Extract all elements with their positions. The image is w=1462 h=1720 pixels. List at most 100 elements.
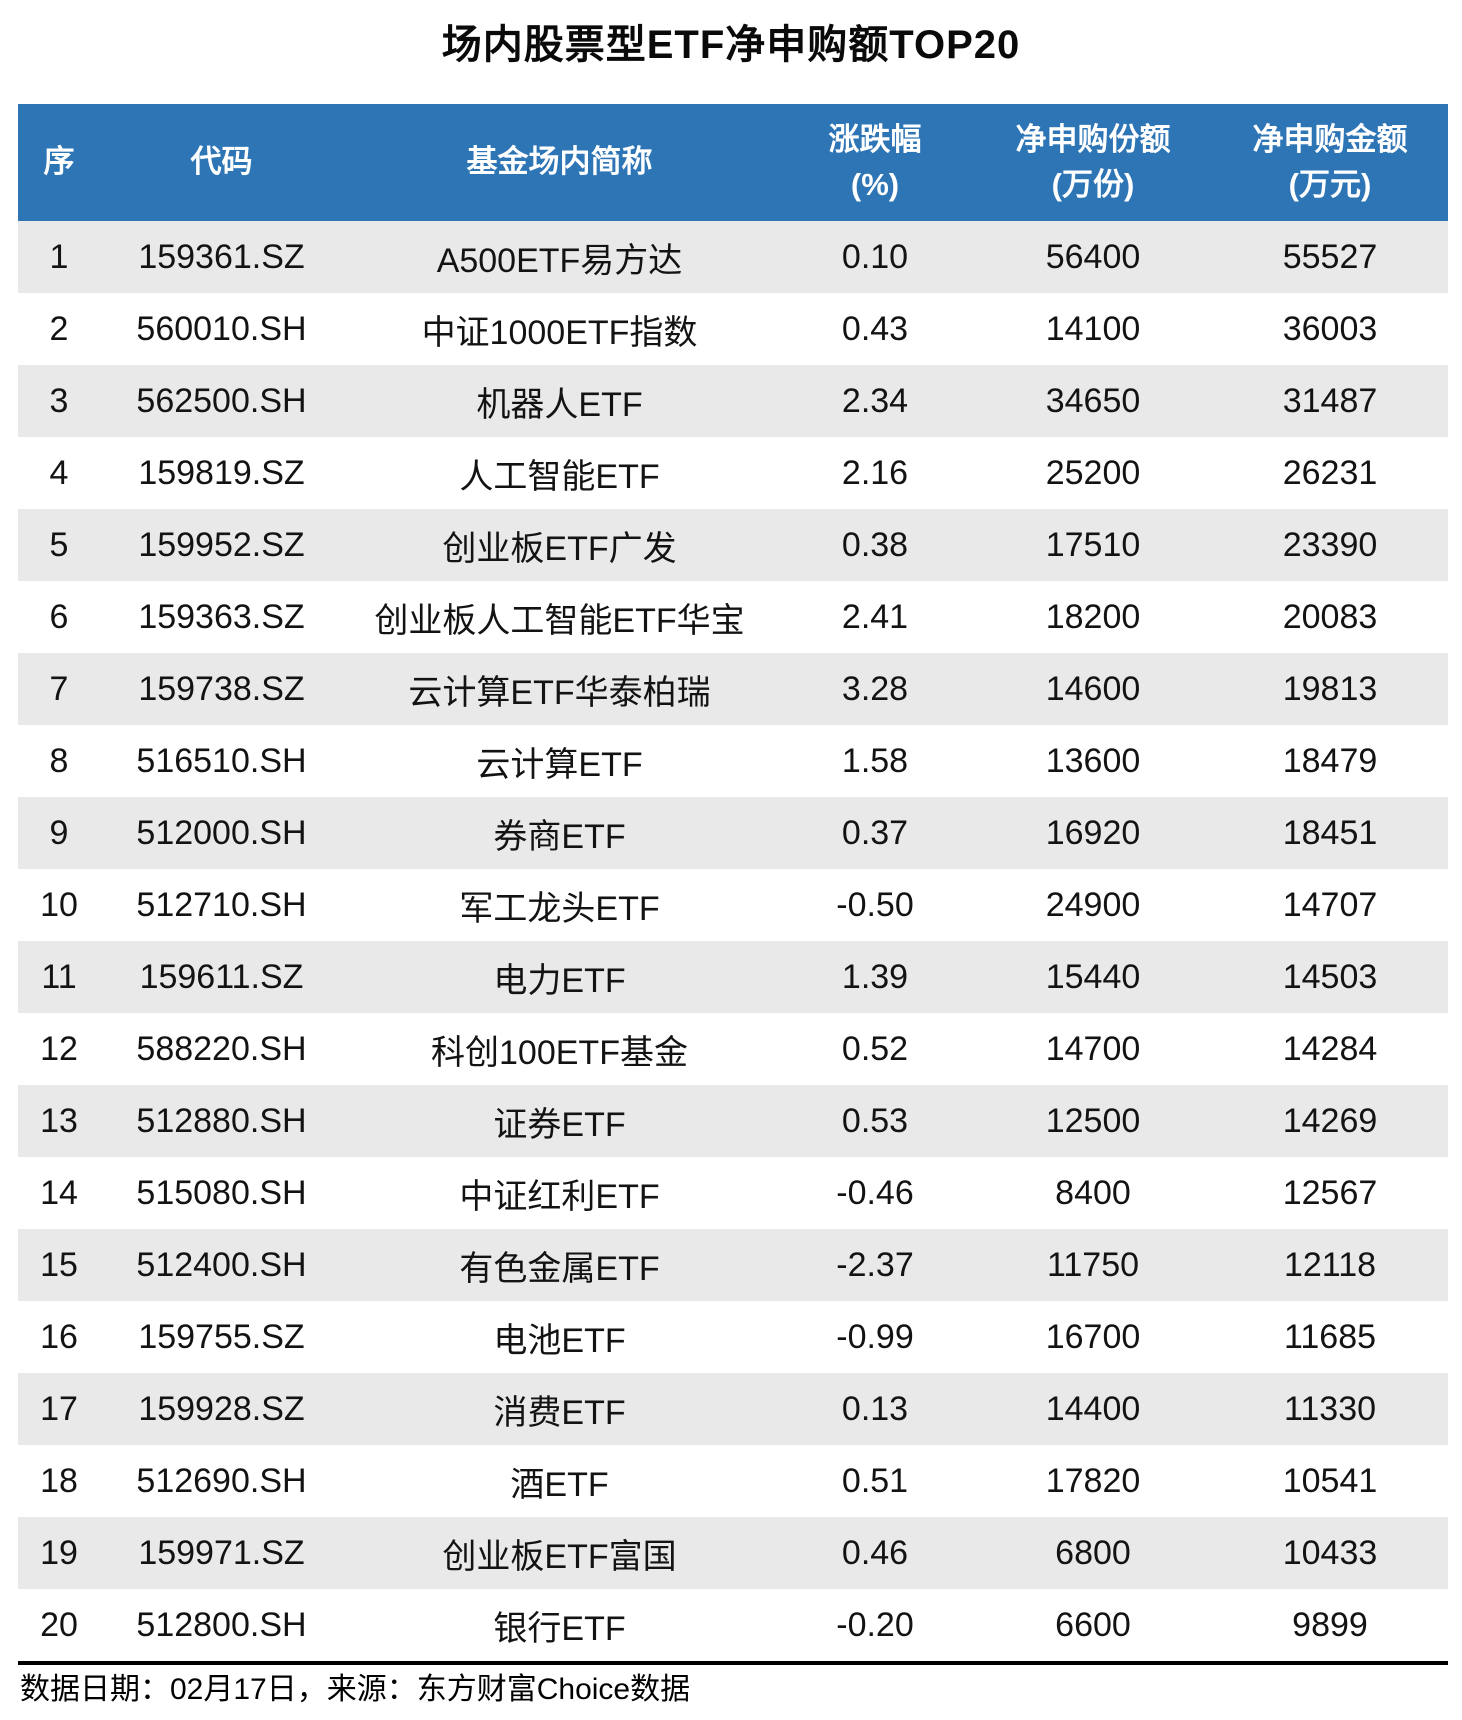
cell-net-subscription-amount: 12118 [1283,1245,1377,1284]
cell-net-subscription-shares: 25200 [1045,453,1141,492]
cell-code: 512000.SH [136,813,307,852]
cell-rank: 6 [49,597,69,636]
cell-net-subscription-amount: 9899 [1292,1605,1368,1644]
cell-rank: 17 [40,1389,78,1428]
column-header-label: 代码 [190,144,253,180]
cell-rank: 15 [40,1245,78,1284]
cell-fund-name: 中证1000ETF指数 [421,313,698,352]
cell-net-subscription-amount: 26231 [1282,453,1378,492]
cell-change-pct: -0.99 [836,1317,914,1356]
cell-fund-name: 酒ETF [510,1465,609,1504]
cell-net-subscription-shares: 13600 [1045,741,1141,780]
cell-net-subscription-amount: 14269 [1282,1101,1378,1140]
cell-code: 159363.SZ [138,597,305,636]
cell-fund-name: 中证红利ETF [459,1177,660,1216]
cell-net-subscription-amount: 12567 [1282,1173,1378,1212]
table-row: 15 512400.SH 有色金属ETF -2.37 11750 12118 [18,1229,1448,1301]
cell-code: 560010.SH [136,309,307,348]
table-row: 18 512690.SH 酒ETF 0.51 17820 10541 [18,1445,1448,1517]
cell-change-pct: 1.39 [841,957,909,996]
cell-code: 159611.SZ [139,957,304,996]
cell-net-subscription-shares: 6800 [1055,1533,1131,1572]
table-row: 13 512880.SH 证券ETF 0.53 12500 14269 [18,1085,1448,1157]
cell-net-subscription-amount: 23390 [1282,525,1378,564]
cell-change-pct: 0.38 [841,525,909,564]
column-header-unit: (万份) [1051,166,1135,202]
table-row: 9 512000.SH 券商ETF 0.37 16920 18451 [18,797,1448,869]
column-header-label: 净申购份额 [1015,121,1171,157]
table-row: 1 159361.SZ A500ETF易方达 0.10 56400 55527 [18,221,1448,293]
cell-net-subscription-shares: 17510 [1045,525,1141,564]
cell-rank: 8 [49,741,69,780]
cell-rank: 10 [40,885,78,924]
cell-rank: 13 [40,1101,78,1140]
cell-rank: 3 [49,381,69,420]
cell-fund-name: 机器人ETF [476,385,643,424]
cell-code: 512800.SH [136,1605,307,1644]
table-row: 3 562500.SH 机器人ETF 2.34 34650 31487 [18,365,1448,437]
cell-net-subscription-amount: 19813 [1282,669,1378,708]
cell-change-pct: 2.41 [841,597,909,636]
cell-net-subscription-amount: 10541 [1282,1461,1378,1500]
cell-change-pct: 0.10 [841,237,909,276]
cell-rank: 7 [49,669,69,708]
footer-divider [18,1661,1448,1665]
etf-table-body: 1 159361.SZ A500ETF易方达 0.10 56400 55527 2 56001… [18,221,1448,1661]
cell-rank: 19 [40,1533,78,1572]
cell-rank: 16 [40,1317,78,1356]
cell-net-subscription-amount: 11330 [1283,1389,1377,1428]
cell-net-subscription-shares: 14600 [1045,669,1141,708]
table-row: 4 159819.SZ 人工智能ETF 2.16 25200 26231 [18,437,1448,509]
cell-code: 516510.SH [136,741,307,780]
table-header: 序 代码 基金场内简称 涨跌幅 (%) [18,104,1448,221]
cell-net-subscription-shares: 14400 [1045,1389,1141,1428]
cell-net-subscription-shares: 14100 [1045,309,1141,348]
cell-change-pct: -2.37 [836,1245,914,1284]
cell-code: 512400.SH [136,1245,307,1284]
table-row: 20 512800.SH 银行ETF -0.20 6600 9899 [18,1589,1448,1661]
cell-net-subscription-amount: 14503 [1282,957,1378,996]
cell-change-pct: -0.50 [836,885,914,924]
cell-fund-name: 军工龙头ETF [459,889,660,928]
column-header-label: 涨跌幅 [828,121,922,157]
cell-rank: 11 [41,957,77,996]
cell-code: 512710.SH [136,885,307,924]
cell-net-subscription-amount: 10433 [1282,1533,1378,1572]
table-row: 14 515080.SH 中证红利ETF -0.46 8400 12567 [18,1157,1448,1229]
column-header-code: 代码 [100,104,343,221]
cell-net-subscription-shares: 17820 [1045,1461,1141,1500]
table-row: 10 512710.SH 军工龙头ETF -0.50 24900 14707 [18,869,1448,941]
cell-rank: 20 [40,1605,78,1644]
cell-change-pct: 0.13 [841,1389,909,1428]
cell-net-subscription-shares: 34650 [1045,381,1141,420]
cell-net-subscription-amount: 36003 [1282,309,1378,348]
cell-change-pct: -0.46 [836,1173,914,1212]
cell-change-pct: 2.16 [841,453,909,492]
cell-code: 159738.SZ [138,669,305,708]
page-title: 场内股票型ETF净申购额TOP20 [441,23,1021,67]
cell-rank: 4 [49,453,69,492]
table-row: 5 159952.SZ 创业板ETF广发 0.38 17510 23390 [18,509,1448,581]
cell-change-pct: 1.58 [841,741,909,780]
column-header-net-subscription-amount: 净申购金额 (万元) [1212,104,1448,221]
cell-code: 159361.SZ [138,237,305,276]
cell-change-pct: 0.53 [841,1101,909,1140]
cell-net-subscription-shares: 18200 [1045,597,1141,636]
data-source-note: 数据日期：02月17日，来源：东方财富Choice数据 [20,1673,691,1706]
cell-net-subscription-amount: 55527 [1282,237,1378,276]
cell-net-subscription-amount: 20083 [1282,597,1378,636]
cell-net-subscription-amount: 14284 [1282,1029,1378,1068]
table-row: 7 159738.SZ 云计算ETF华泰柏瑞 3.28 14600 19813 [18,653,1448,725]
table-row: 19 159971.SZ 创业板ETF富国 0.46 6800 10433 [18,1517,1448,1589]
cell-rank: 1 [49,237,69,276]
cell-net-subscription-shares: 56400 [1045,237,1141,276]
table-row: 16 159755.SZ 电池ETF -0.99 16700 11685 [18,1301,1448,1373]
table-container: 序 代码 基金场内简称 涨跌幅 (%) [18,104,1448,1708]
table-row: 12 588220.SH 科创100ETF基金 0.52 14700 14284 [18,1013,1448,1085]
cell-code: 512690.SH [136,1461,307,1500]
column-header-unit: (%) [850,166,900,202]
cell-fund-name: 人工智能ETF [459,457,660,496]
cell-net-subscription-shares: 11750 [1046,1245,1140,1284]
column-header-unit: (万元) [1288,166,1372,202]
